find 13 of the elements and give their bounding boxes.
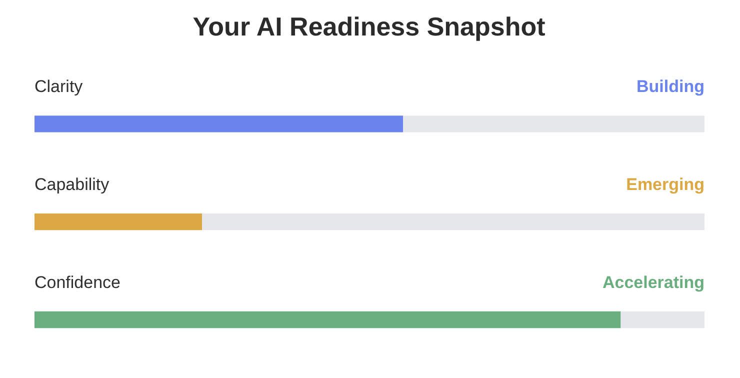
annotation: Emerging <box>626 175 705 194</box>
bar <box>620 311 704 328</box>
bar <box>202 214 704 230</box>
bar <box>34 311 621 328</box>
y-tick-label: Clarity <box>34 77 84 96</box>
bar <box>34 116 403 132</box>
y-tick-label: Capability <box>34 175 110 194</box>
y-tick-label: Confidence <box>34 273 121 292</box>
annotation: Building <box>636 77 704 96</box>
bar <box>34 214 202 230</box>
annotation: Accelerating <box>602 273 705 292</box>
bar <box>403 116 704 132</box>
chart-title: Your AI Readiness Snapshot <box>192 12 546 42</box>
